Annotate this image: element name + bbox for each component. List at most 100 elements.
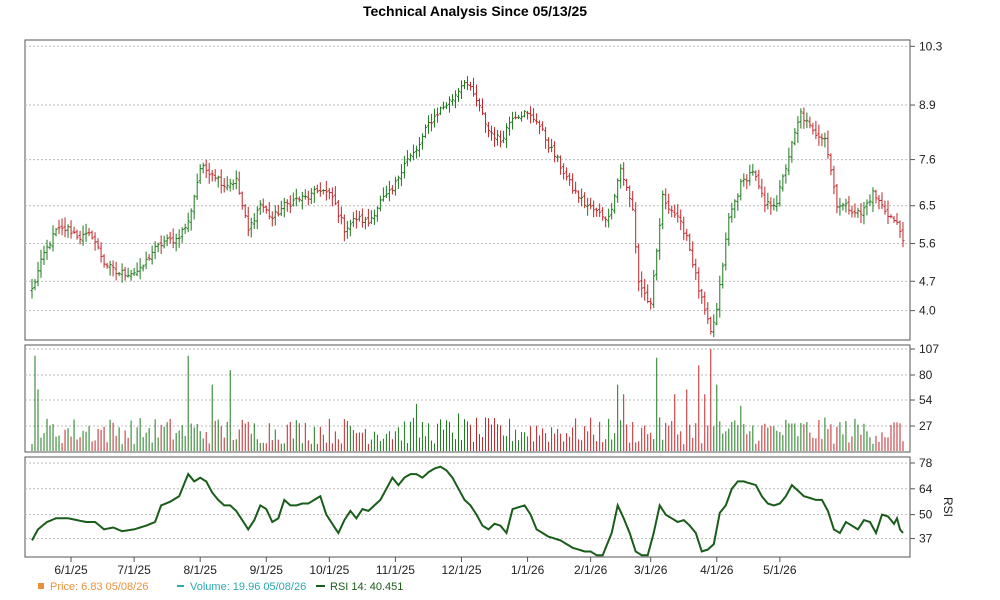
ohlc-bar: [751, 163, 755, 176]
ohlc-bar: [150, 245, 154, 265]
ohlc-bar: [889, 214, 893, 219]
ohlc-bar: [300, 191, 304, 210]
date-tick-label: 9/1/25: [250, 563, 284, 577]
ohlc-bar: [565, 167, 569, 181]
ohlc-bar: [610, 202, 614, 220]
ohlc-bar: [589, 197, 593, 210]
ohlc-bar: [222, 178, 226, 193]
ohlc-bar: [45, 239, 49, 260]
ohlc-bar: [898, 220, 902, 238]
ohlc-bar: [309, 188, 313, 204]
ohlc-bar: [48, 241, 52, 250]
ohlc-bar: [553, 141, 557, 163]
ohlc-bar: [592, 200, 596, 218]
ohlc-bar: [691, 241, 695, 268]
ohlc-bar: [466, 76, 469, 91]
rsi-gridlines: [25, 462, 910, 540]
ohlc-bar: [721, 262, 725, 289]
ohlc-bar: [604, 216, 608, 228]
ohlc-bar: [153, 241, 157, 260]
rsi-line: [31, 465, 904, 557]
ohlc-bar: [138, 258, 142, 280]
ohlc-bar: [841, 202, 845, 211]
ohlc-bar: [535, 113, 539, 125]
date-tick-label: 4/1/26: [700, 563, 734, 577]
ohlc-bar: [228, 178, 232, 192]
ohlc-bar: [162, 235, 166, 249]
ohlc-bar: [616, 178, 620, 203]
ohlc-bar: [598, 203, 602, 218]
ohlc-bar: [478, 98, 482, 112]
ohlc-bar: [895, 213, 899, 225]
ohlc-bar: [775, 195, 779, 212]
ohlc-bar: [231, 179, 235, 190]
ohlc-bar: [57, 219, 61, 235]
ohlc-bar: [246, 206, 250, 237]
ohlc-bar: [790, 140, 794, 163]
ohlc-bar: [429, 113, 433, 132]
rsi-tick-label: 37: [919, 532, 933, 546]
ohlc-bar: [667, 193, 671, 214]
ohlc-bar: [126, 267, 130, 278]
ohlc-bar: [135, 262, 139, 277]
date-tick-label: 7/1/25: [117, 563, 151, 577]
ohlc-bar: [201, 162, 205, 174]
ohlc-bar: [42, 245, 46, 265]
volume-tick-label: 54: [919, 393, 933, 407]
ohlc-bar: [814, 120, 818, 140]
ohlc-bar: [357, 211, 361, 222]
ohlc-bar: [538, 120, 542, 135]
ohlc-bar: [66, 224, 70, 238]
ohlc-bar: [198, 164, 202, 184]
ohlc-bar: [210, 169, 214, 182]
ohlc-bar: [874, 189, 878, 204]
ohlc-bar: [168, 231, 172, 244]
ohlc-bar: [306, 190, 310, 206]
ohlc-bar: [348, 219, 352, 237]
date-tick-label: 1/1/26: [511, 563, 545, 577]
price-tick-label: 10.3: [919, 39, 943, 53]
ohlc-bar: [664, 188, 668, 210]
ohlc-bar: [144, 251, 148, 270]
ohlc-bar: [619, 164, 623, 189]
ohlc-bar: [469, 81, 473, 91]
ohlc-bar: [360, 208, 364, 228]
ohlc-bar: [441, 101, 445, 110]
ohlc-bar: [580, 188, 584, 207]
volume-gridlines: [25, 348, 910, 427]
ohlc-bar: [354, 210, 358, 229]
ohlc-bar: [562, 163, 566, 180]
ohlc-bar: [700, 288, 704, 304]
ohlc-bar: [682, 216, 686, 241]
ohlc-bar: [258, 200, 262, 215]
ohlc-bar: [523, 110, 527, 118]
ohlc-bar: [318, 182, 322, 197]
ohlc-bar: [390, 185, 394, 195]
ohlc-bar: [369, 210, 373, 225]
ohlc-bar: [853, 203, 857, 218]
ohlc-bar: [508, 116, 512, 136]
rsi-series: [31, 465, 904, 557]
ohlc-bar: [159, 235, 163, 255]
ohlc-bar: [432, 108, 436, 128]
ohlc-bar: [183, 223, 187, 234]
ohlc-bar: [327, 188, 331, 200]
date-tick-label: 10/1/25: [309, 563, 349, 577]
ohlc-bar: [114, 261, 118, 281]
ohlc-bar: [141, 264, 145, 272]
ohlc-bar: [706, 302, 710, 324]
ohlc-bar: [718, 275, 722, 318]
ohlc-bar: [484, 112, 488, 133]
price-tick-label: 6.5: [919, 199, 936, 213]
ohlc-bar: [372, 209, 376, 225]
ohlc-bar: [766, 192, 770, 210]
ohlc-bar: [102, 254, 106, 268]
ohlc-bar: [652, 269, 656, 309]
ohlc-bar: [847, 196, 851, 215]
ohlc-bar: [640, 271, 644, 298]
ohlc-bar: [646, 284, 650, 304]
ohlc-bar: [195, 173, 199, 200]
ohlc-bar: [378, 195, 382, 212]
ohlc-bar: [826, 130, 830, 159]
date-tick-label: 3/1/26: [634, 563, 668, 577]
